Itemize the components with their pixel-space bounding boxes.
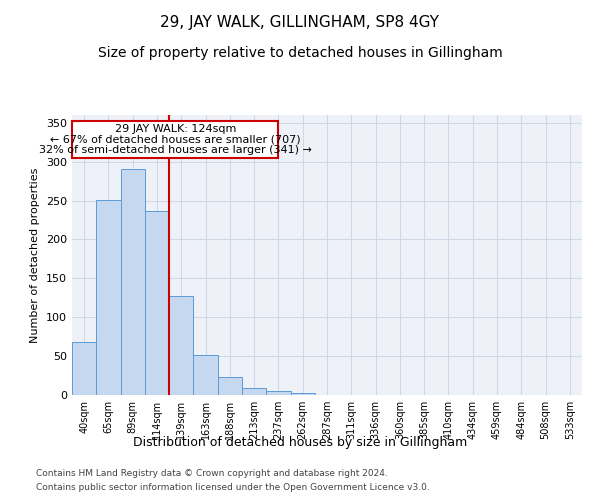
Bar [218,377,242,395]
Text: 29 JAY WALK: 124sqm: 29 JAY WALK: 124sqm [115,124,236,134]
Text: 29, JAY WALK, GILLINGHAM, SP8 4GY: 29, JAY WALK, GILLINGHAM, SP8 4GY [161,15,439,30]
Bar [169,296,193,395]
Text: ← 67% of detached houses are smaller (707): ← 67% of detached houses are smaller (70… [50,134,301,144]
Bar [72,342,96,395]
Bar [193,354,218,395]
Text: Contains public sector information licensed under the Open Government Licence v3: Contains public sector information licen… [36,483,430,492]
Bar [242,388,266,395]
Text: Contains HM Land Registry data © Crown copyright and database right 2024.: Contains HM Land Registry data © Crown c… [36,470,388,478]
Text: Size of property relative to detached houses in Gillingham: Size of property relative to detached ho… [98,46,502,60]
Text: 32% of semi-detached houses are larger (341) →: 32% of semi-detached houses are larger (… [39,146,311,156]
Bar [266,391,290,395]
Bar [290,394,315,395]
Bar [96,200,121,395]
Bar [145,210,169,395]
Bar [121,170,145,395]
FancyBboxPatch shape [72,121,278,158]
Text: Distribution of detached houses by size in Gillingham: Distribution of detached houses by size … [133,436,467,449]
Y-axis label: Number of detached properties: Number of detached properties [31,168,40,342]
